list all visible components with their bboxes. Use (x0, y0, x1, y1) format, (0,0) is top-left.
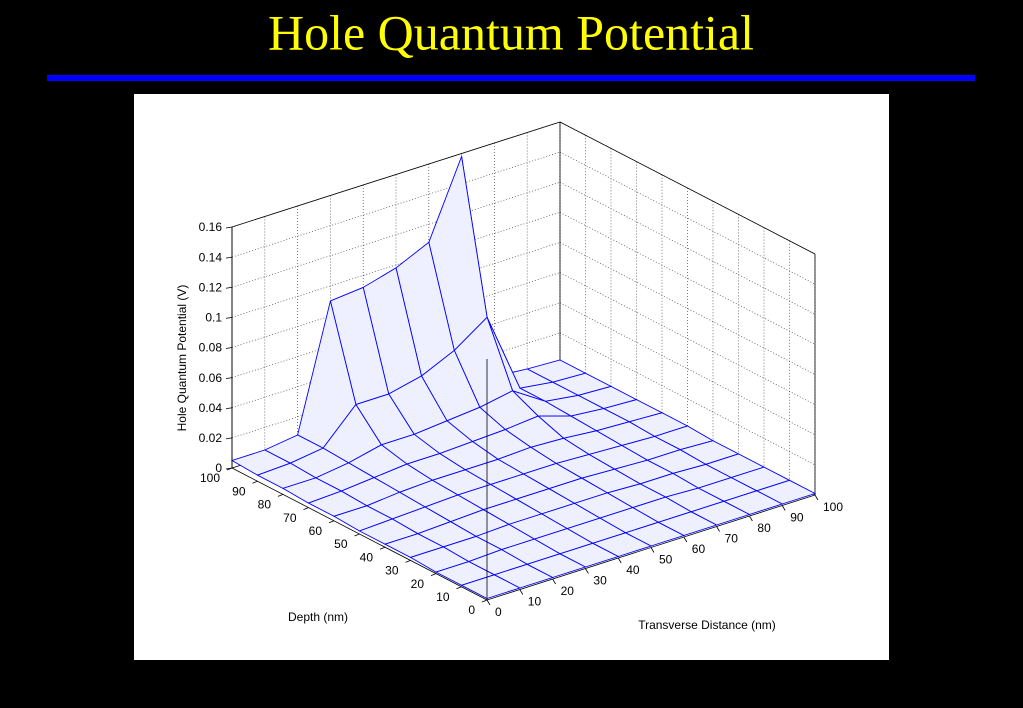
x-tick-label: 70 (283, 511, 297, 525)
y-tick (519, 589, 524, 595)
y-tick-label: 90 (790, 511, 804, 525)
z-grid-line (231, 151, 561, 258)
x-tick-label: 90 (232, 484, 246, 498)
x-tick (354, 533, 360, 537)
x-tick (430, 573, 437, 576)
x-tick (277, 494, 284, 497)
z-tick-label: 0 (215, 461, 222, 475)
y-tick-label: 50 (659, 553, 673, 567)
x-tick-label: 0 (468, 603, 475, 617)
z-tick-label: 0.12 (199, 280, 223, 294)
x-tick-label: 40 (360, 550, 374, 564)
z-grid-line (231, 212, 561, 318)
z-tick (225, 286, 233, 289)
y-tick-label: 100 (823, 500, 843, 514)
z-tick-label: 0.02 (199, 431, 223, 445)
z-tick-label: 0.14 (199, 250, 223, 264)
x-tick (481, 599, 488, 603)
title-rule (47, 75, 975, 81)
x-tick (252, 480, 258, 484)
y-tick-label: 70 (725, 532, 739, 546)
z-grid-line (231, 332, 561, 439)
y-tick (716, 526, 720, 532)
x-tick (226, 467, 233, 471)
z-tick (225, 226, 233, 229)
box-edge (559, 121, 816, 255)
y-tick (650, 547, 655, 553)
y-tick-label: 80 (757, 521, 771, 535)
y-tick (749, 515, 753, 522)
x-tick-label: 60 (309, 524, 323, 538)
x-tick-label: 30 (385, 564, 399, 578)
y-tick (814, 494, 819, 501)
z-tick-label: 0.08 (199, 341, 223, 355)
y-tick (486, 599, 491, 606)
x-tick-label: 100 (200, 471, 220, 485)
y-tick (683, 536, 688, 543)
z-tick-label: 0.06 (199, 371, 223, 385)
y-tick-label: 30 (593, 574, 607, 588)
y-tick-label: 0 (495, 605, 502, 619)
y-tick-label: 60 (692, 542, 706, 556)
x-tick (456, 586, 462, 590)
z-grid-line (231, 302, 561, 409)
z-tick-label: 0.04 (199, 401, 223, 415)
z-tick (225, 437, 233, 440)
z-tick (225, 407, 233, 410)
slide-title: Hole Quantum Potential (268, 4, 754, 60)
z-tick (225, 256, 233, 259)
x-tick (328, 520, 335, 524)
y-axis-label: Transverse Distance (nm) (638, 618, 776, 632)
z-axis-label: Hole Quantum Potential (V) (175, 285, 189, 432)
y-tick-label: 20 (561, 584, 575, 598)
y-tick (585, 568, 589, 574)
y-tick (781, 505, 786, 511)
x-tick-label: 50 (334, 537, 348, 551)
x-tick-label: 10 (436, 590, 450, 604)
y-tick-label: 40 (626, 563, 640, 577)
x-tick-label: 20 (411, 577, 425, 591)
x-tick-label: 80 (258, 498, 272, 512)
box-edge (231, 121, 561, 228)
x-axis-label: Depth (nm) (288, 610, 348, 624)
x-tick (405, 560, 411, 563)
z-tick (225, 377, 233, 380)
surface-cell (460, 574, 521, 599)
y-tick-label: 10 (528, 595, 542, 609)
z-tick (225, 316, 233, 319)
y-tick (617, 557, 622, 564)
z-grid-line (231, 272, 561, 378)
x-tick (379, 546, 386, 550)
z-tick-label: 0.16 (199, 220, 223, 234)
z-tick (225, 347, 233, 349)
z-grid-line (231, 181, 561, 288)
y-tick (552, 578, 556, 585)
z-tick-label: 0.1 (205, 311, 222, 325)
z-grid-line (231, 242, 561, 348)
x-tick (303, 507, 309, 510)
